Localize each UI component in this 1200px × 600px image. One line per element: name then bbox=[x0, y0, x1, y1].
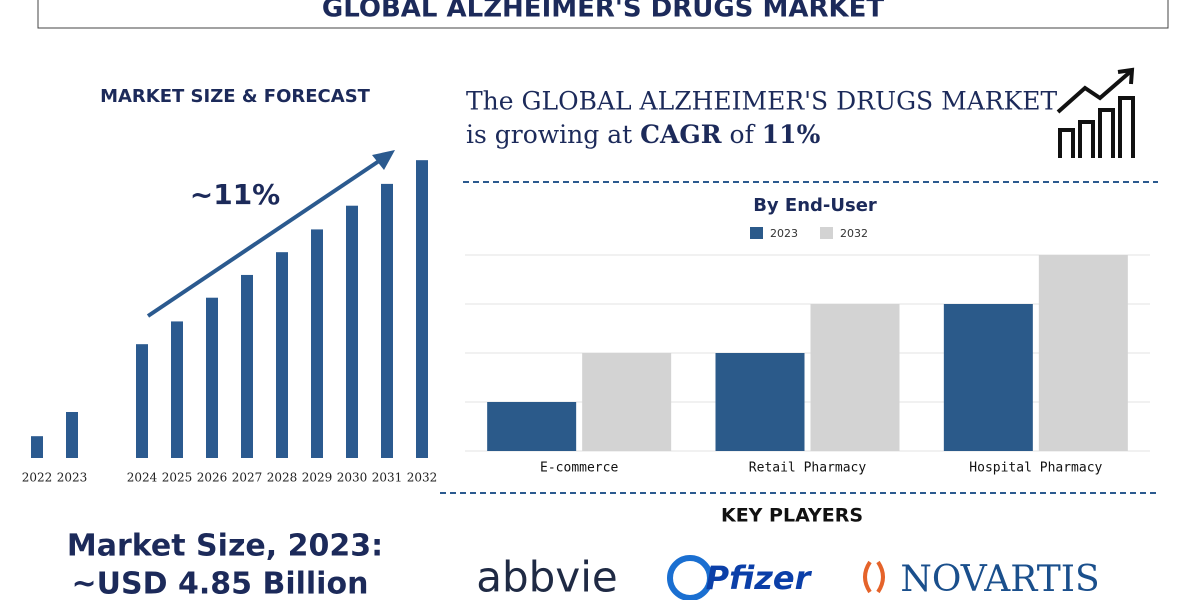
x-tick-label: 2022 bbox=[22, 471, 53, 485]
right-chart-title: By End-User bbox=[753, 195, 877, 216]
x-tick-label: 2027 bbox=[232, 471, 263, 485]
bar bbox=[31, 436, 43, 458]
left-chart-title: MARKET SIZE & FORECAST bbox=[100, 86, 371, 107]
x-tick-label: 2031 bbox=[372, 471, 403, 485]
legend-label: 2032 bbox=[840, 227, 868, 240]
header-box bbox=[37, 0, 1169, 29]
bar bbox=[206, 297, 218, 458]
x-tick-label: 2032 bbox=[407, 471, 438, 485]
x-tick-label: 2024 bbox=[127, 471, 158, 485]
pfizer-mark bbox=[667, 555, 713, 600]
growth-icon bbox=[1056, 67, 1135, 158]
bar bbox=[346, 205, 358, 458]
company-logo: NOVARTIS bbox=[900, 559, 1099, 600]
novartis-mark bbox=[863, 560, 885, 594]
x-tick-label: 2026 bbox=[197, 471, 228, 485]
x-tick-label: 2028 bbox=[267, 471, 298, 485]
header-title: GLOBAL ALZHEIMER'S DRUGS MARKET bbox=[322, 0, 885, 24]
arrow-head bbox=[372, 150, 395, 170]
bar bbox=[136, 344, 148, 458]
bar bbox=[171, 321, 183, 458]
x-tick-label: 2030 bbox=[337, 471, 368, 485]
growth-arrow bbox=[146, 155, 387, 318]
bar bbox=[487, 402, 577, 451]
bar bbox=[66, 411, 78, 458]
growth-annotation: ~11% bbox=[190, 178, 280, 211]
legend-swatch bbox=[750, 227, 763, 239]
bar bbox=[311, 229, 323, 458]
cagr-term: CAGR bbox=[640, 120, 722, 149]
company-logo: abbvie bbox=[476, 553, 617, 600]
market-size-line1: Market Size, 2023: bbox=[67, 529, 383, 564]
cagr-line1: The GLOBAL ALZHEIMER'S DRUGS MARKET bbox=[466, 87, 1058, 116]
bar bbox=[1038, 255, 1128, 451]
x-tick-label: Hospital Pharmacy bbox=[969, 461, 1102, 476]
key-players-title: KEY PLAYERS bbox=[721, 505, 863, 527]
bar bbox=[416, 160, 428, 458]
x-tick-label: 2023 bbox=[57, 471, 88, 485]
bar bbox=[241, 274, 253, 458]
x-tick-label: E-commerce bbox=[540, 461, 618, 476]
cagr-prefix: is growing at bbox=[466, 120, 632, 149]
bar bbox=[582, 353, 672, 451]
bar bbox=[810, 304, 900, 451]
legend-label: 2023 bbox=[770, 227, 798, 240]
legend-swatch bbox=[820, 227, 833, 239]
bar bbox=[381, 183, 393, 458]
cagr-of: of bbox=[730, 120, 756, 149]
bar bbox=[276, 252, 288, 458]
x-tick-label: Retail Pharmacy bbox=[749, 461, 867, 476]
company-logo: Pfizer bbox=[706, 559, 813, 597]
market-size-line2: ~USD 4.85 Billion bbox=[72, 567, 369, 600]
x-tick-label: 2029 bbox=[302, 471, 333, 485]
x-tick-label: 2025 bbox=[162, 471, 193, 485]
cagr-value: 11% bbox=[762, 120, 821, 149]
bar bbox=[715, 353, 805, 451]
cagr-line2: is growing at CAGR of 11% bbox=[466, 120, 821, 149]
bar bbox=[943, 304, 1033, 451]
